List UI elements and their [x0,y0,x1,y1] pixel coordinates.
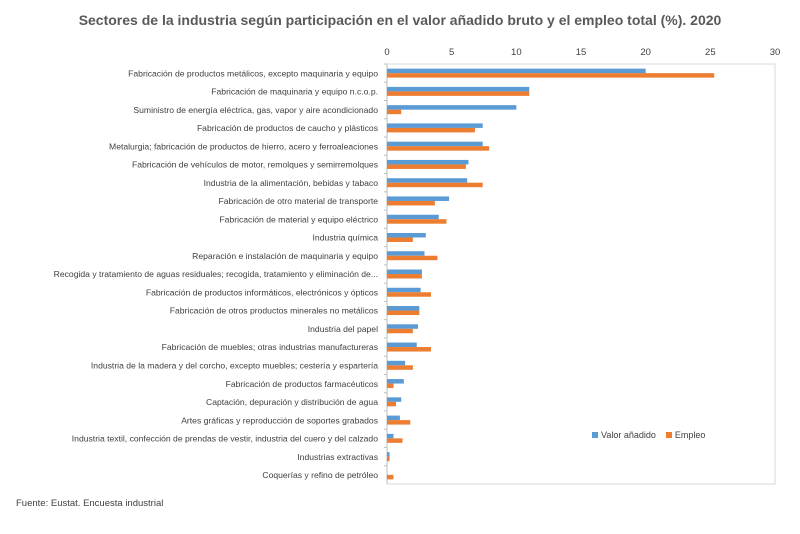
bar-valor-anadido [387,141,483,147]
category-label: Fabricación de material y equipo eléctri… [219,214,378,224]
bar-empleo [387,474,394,480]
source-note: Fuente: Eustat. Encuesta industrial [16,498,164,509]
bar-valor-anadido [387,251,425,256]
bar-empleo [387,182,483,188]
bar-valor-anadido [387,105,517,110]
bar-valor-anadido [387,452,390,457]
bar-empleo [387,164,466,169]
bar-valor-anadido [387,415,400,421]
category-label: Artes gráficas y reproducción de soporte… [181,415,378,425]
category-label: Industrias extractivas [297,452,378,462]
bar-empleo [387,255,438,261]
bar-empleo [387,91,530,96]
bar-empleo [387,200,435,206]
x-tick-label: 25 [705,47,716,58]
category-label: Fabricación de productos informáticos, e… [146,287,378,297]
bar-valor-anadido [387,178,468,183]
bar-valor-anadido [387,360,406,366]
bar-valor-anadido [387,342,417,348]
bar-valor-anadido [387,324,419,329]
category-label: Metalurgia; fabricación de productos de … [109,141,378,151]
x-tick-label: 20 [640,47,651,58]
bar-empleo [387,383,394,389]
category-label: Fabricación de muebles; otras industrias… [162,342,378,352]
category-label: Fabricación de otros productos minerales… [170,306,378,316]
legend-item-empleo: Empleo [665,430,706,440]
category-label: Fabricación de productos de caucho y plá… [197,123,378,133]
bar-empleo [387,237,413,242]
category-label: Suministro de energía eléctrica, gas, va… [133,105,378,115]
bar-valor-anadido [387,433,394,439]
x-tick-label: 30 [770,47,781,58]
bar-empleo [387,292,431,297]
legend-swatch-valor-anadido [592,432,598,438]
bar-empleo [387,219,447,224]
x-tick-label: 0 [384,47,389,58]
category-label: Industria del papel [308,324,378,334]
legend-label-empleo: Empleo [674,430,706,440]
category-label: Captación, depuración y distribución de … [206,397,378,407]
bar-empleo [387,274,422,279]
bar-valor-anadido [387,306,420,311]
bar-empleo [387,438,403,443]
category-label: Industria textil, confección de prendas … [72,434,378,444]
bar-empleo [387,73,715,78]
chart-title: Sectores de la industria según participa… [78,12,722,28]
bar-valor-anadido [387,232,426,238]
bar-valor-anadido [387,159,469,165]
bar-empleo [387,401,397,407]
bar-valor-anadido [387,269,422,274]
category-label: Fabricación de productos farmacéuticos [226,379,378,389]
bar-valor-anadido [387,214,439,220]
category-label: Industria de la alimentación, bebidas y … [204,178,379,188]
category-label: Recogida y tratamiento de aguas residual… [54,269,378,279]
x-tick-label: 5 [449,47,454,58]
bar-empleo [387,109,402,115]
bar-valor-anadido [387,379,404,384]
bar-empleo [387,365,413,370]
bar-empleo [387,347,431,352]
bar-empleo [387,146,490,151]
bar-empleo [387,420,411,425]
category-label: Coquerías y refino de petróleo [262,470,378,480]
legend: Valor añadido Empleo [592,430,705,440]
bar-valor-anadido [387,196,450,201]
bar-empleo [387,328,413,334]
bar-valor-anadido [387,397,402,402]
bar-valor-anadido [387,123,483,128]
category-label: Industria química [313,233,379,243]
bar-empleo [387,127,475,133]
legend-label-valor-anadido: Valor añadido [601,430,656,440]
category-label: Fabricación de maquinaria y equipo n.c.o… [211,87,378,97]
x-tick-label: 10 [511,47,522,58]
category-label: Fabricación de vehículos de motor, remol… [132,160,378,170]
legend-swatch-empleo [665,432,672,438]
legend-item-valor-anadido: Valor añadido [592,430,656,440]
bar-valor-anadido [387,68,646,74]
category-label: Industria de la madera y del corcho, exc… [91,361,378,371]
category-label: Fabricación de otro material de transpor… [218,196,378,206]
bar-empleo [387,456,390,462]
category-label: Reparación e instalación de maquinaria y… [192,251,378,261]
bar-empleo [387,310,420,316]
x-tick-label: 15 [576,47,587,58]
category-label: Fabricación de productos metálicos, exce… [128,68,378,78]
bar-valor-anadido [387,86,530,92]
bar-valor-anadido [387,287,421,293]
